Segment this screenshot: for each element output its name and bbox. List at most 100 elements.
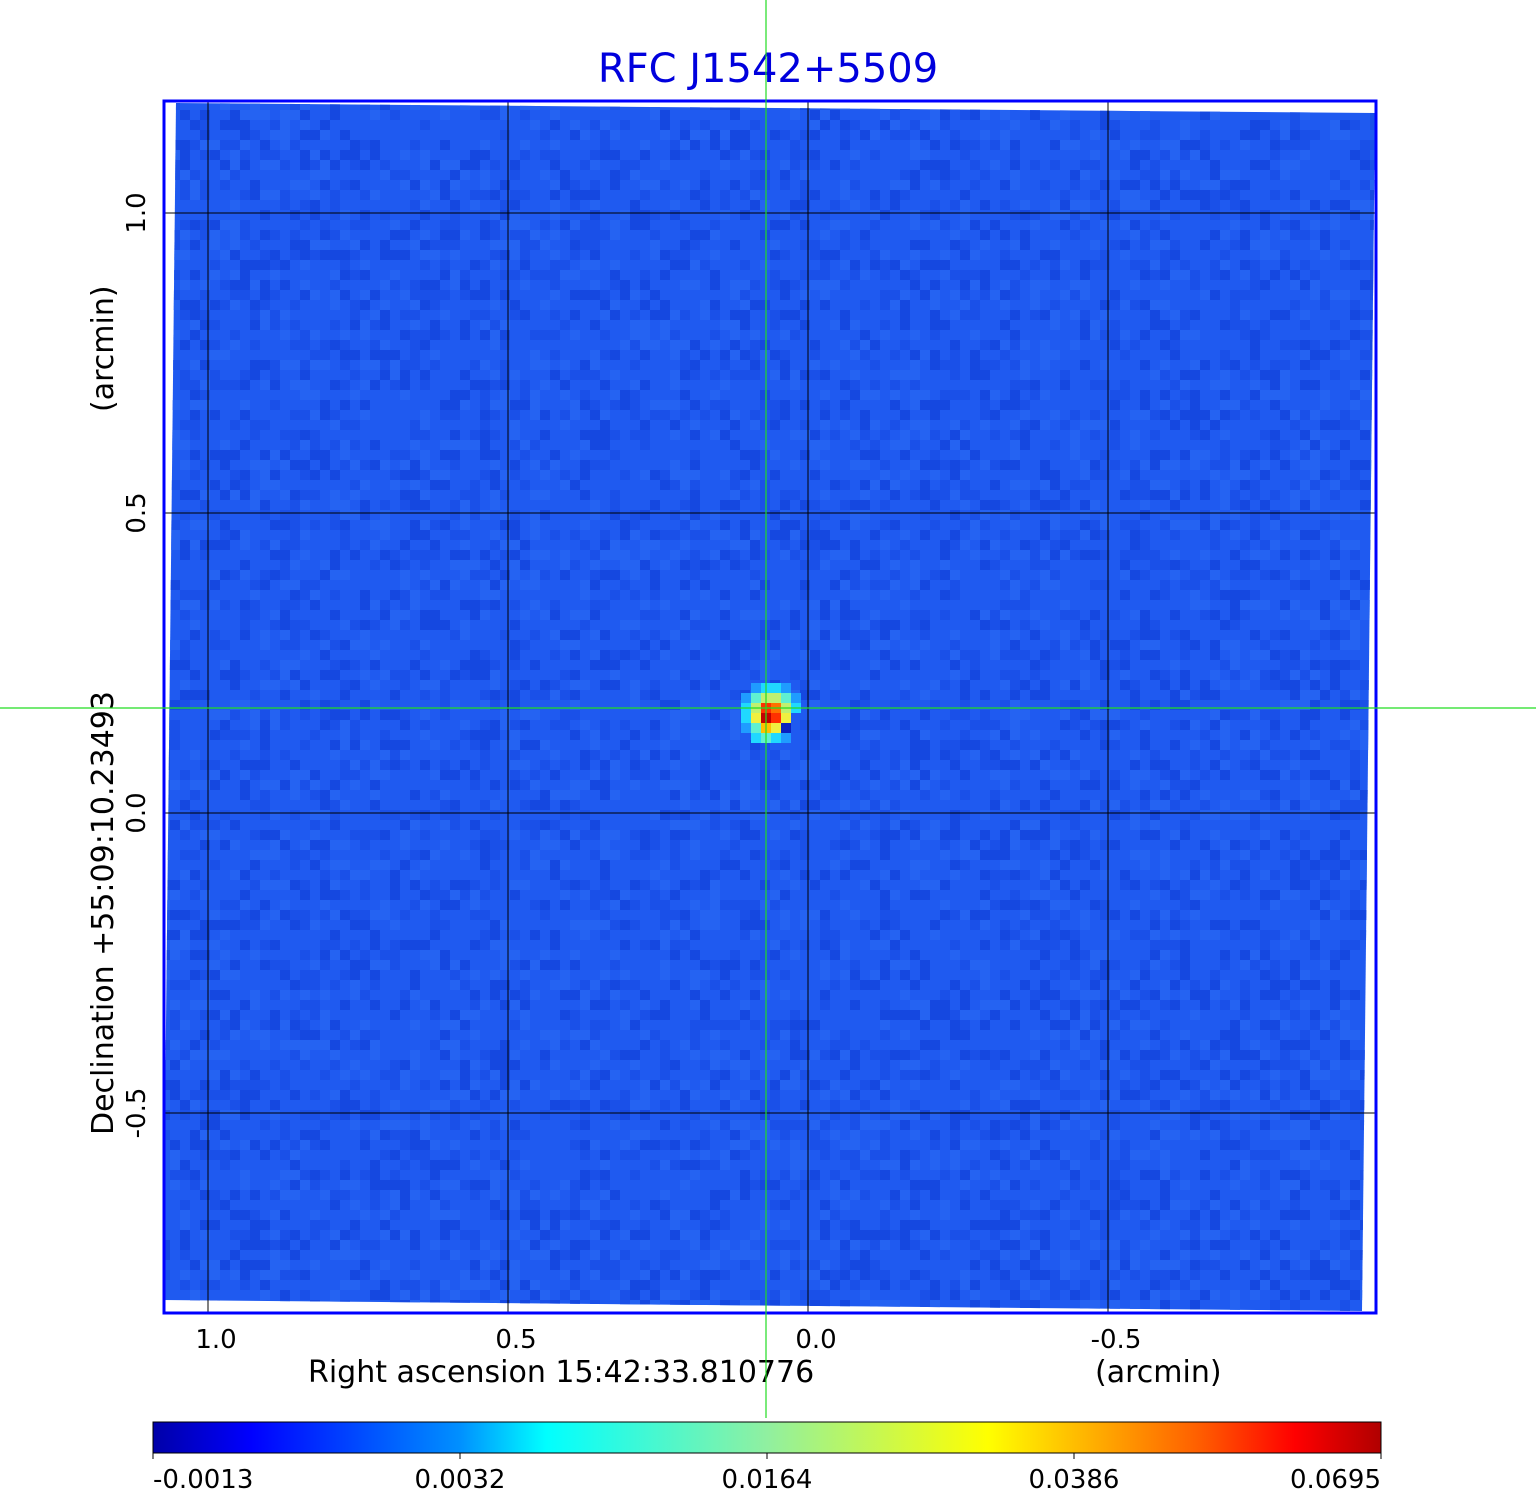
image-pixel (530, 550, 540, 560)
image-pixel (520, 150, 530, 160)
image-pixel (760, 580, 770, 590)
image-pixel (1060, 910, 1070, 920)
image-pixel (1290, 220, 1300, 230)
image-pixel (1180, 190, 1190, 200)
image-pixel (1050, 260, 1060, 270)
image-pixel (590, 200, 600, 210)
image-pixel (710, 370, 720, 380)
image-pixel (570, 190, 580, 200)
image-pixel (980, 980, 990, 990)
image-pixel (730, 1020, 740, 1030)
image-pixel (1150, 370, 1160, 380)
image-pixel (360, 410, 370, 420)
image-pixel (270, 270, 280, 280)
image-pixel (1050, 120, 1060, 130)
image-pixel (660, 920, 670, 930)
image-pixel (700, 300, 710, 310)
image-pixel (1270, 140, 1280, 150)
image-pixel (570, 330, 580, 340)
image-pixel (660, 1000, 670, 1010)
image-pixel (370, 190, 380, 200)
image-pixel (940, 220, 950, 230)
image-pixel (500, 950, 510, 960)
image-pixel (930, 820, 940, 830)
image-pixel (220, 350, 230, 360)
image-pixel (840, 970, 850, 980)
image-pixel (440, 770, 450, 780)
image-pixel (1310, 920, 1320, 930)
image-pixel (1110, 130, 1120, 140)
image-pixel (610, 550, 620, 560)
image-pixel (1160, 270, 1170, 280)
image-pixel (560, 550, 570, 560)
image-pixel (650, 180, 660, 190)
image-pixel (870, 730, 880, 740)
image-pixel (990, 460, 1000, 470)
image-pixel (990, 410, 1000, 420)
image-pixel (1040, 580, 1050, 590)
image-pixel (220, 920, 230, 930)
image-pixel (1150, 750, 1160, 760)
image-pixel (350, 350, 360, 360)
image-pixel (810, 160, 820, 170)
image-pixel (1050, 790, 1060, 800)
image-pixel (700, 810, 710, 820)
image-pixel (1210, 540, 1220, 550)
image-pixel (280, 130, 290, 140)
image-pixel (1000, 460, 1010, 470)
image-pixel (1180, 150, 1190, 160)
image-pixel (1130, 440, 1140, 450)
image-pixel (850, 840, 860, 850)
image-pixel (460, 290, 470, 300)
image-pixel (720, 190, 730, 200)
image-pixel (700, 560, 710, 570)
image-pixel (1150, 640, 1160, 650)
image-pixel (1070, 550, 1080, 560)
image-pixel (1050, 1020, 1060, 1030)
image-pixel (530, 440, 540, 450)
image-pixel (1090, 710, 1100, 720)
image-pixel (700, 910, 710, 920)
image-pixel (460, 230, 470, 240)
image-pixel (750, 790, 760, 800)
image-pixel (710, 710, 720, 720)
image-pixel (1050, 140, 1060, 150)
image-pixel (1260, 900, 1270, 910)
image-pixel (410, 350, 420, 360)
image-pixel (490, 340, 500, 350)
image-pixel (680, 700, 690, 710)
image-pixel (1150, 220, 1160, 230)
image-pixel (330, 890, 340, 900)
image-pixel (1030, 660, 1040, 670)
image-pixel (230, 150, 240, 160)
image-pixel (790, 950, 800, 960)
image-pixel (1150, 160, 1160, 170)
image-pixel (730, 340, 740, 350)
image-pixel (970, 720, 980, 730)
image-pixel (1050, 870, 1060, 880)
image-pixel (1170, 270, 1180, 280)
image-pixel (600, 930, 610, 940)
image-pixel (250, 860, 260, 870)
image-pixel (200, 1000, 210, 1010)
image-pixel (420, 670, 430, 680)
image-pixel (1070, 410, 1080, 420)
image-pixel (220, 120, 230, 130)
image-pixel (1210, 180, 1220, 190)
image-pixel (1240, 130, 1250, 140)
image-pixel (280, 780, 290, 790)
image-pixel (170, 300, 180, 310)
image-pixel (630, 680, 640, 690)
image-pixel (870, 610, 880, 620)
image-pixel (1200, 790, 1210, 800)
image-pixel (440, 520, 450, 530)
image-pixel (420, 210, 430, 220)
image-pixel (500, 390, 510, 400)
image-pixel (910, 890, 920, 900)
image-pixel (280, 750, 290, 760)
image-pixel (440, 590, 450, 600)
image-pixel (1060, 1010, 1070, 1020)
image-pixel (980, 400, 990, 410)
image-pixel (670, 890, 680, 900)
image-pixel (210, 260, 220, 270)
